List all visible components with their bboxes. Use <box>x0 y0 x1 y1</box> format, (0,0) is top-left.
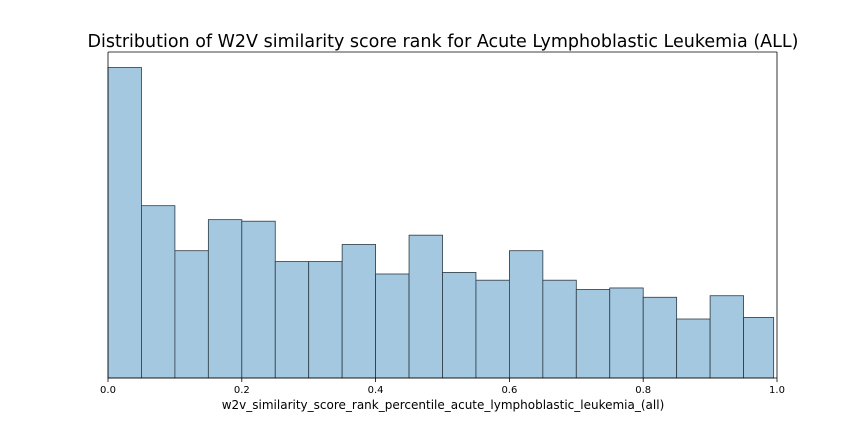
histogram-bar <box>475 279 510 379</box>
chart-title: Distribution of W2V similarity score ran… <box>88 32 799 52</box>
x-tick-label: 1.0 <box>769 385 785 396</box>
x-tick-label: 0.2 <box>234 385 250 396</box>
histogram-bar <box>609 287 644 379</box>
histogram-bar <box>174 250 209 379</box>
histogram-bar <box>743 317 775 379</box>
x-axis-ticks: 0.0 0.2 0.4 0.6 0.8 1.0 <box>100 378 785 396</box>
histogram-bar <box>408 234 443 379</box>
histogram-bar <box>575 289 611 379</box>
histogram-bar <box>542 279 577 379</box>
histogram-bar <box>241 220 276 379</box>
histogram-bar <box>709 295 744 379</box>
x-axis-label: w2v_similarity_score_rank_percentile_acu… <box>222 398 665 412</box>
histogram-bar <box>642 296 678 379</box>
histogram-bar <box>207 219 243 379</box>
histogram-bars <box>107 67 775 379</box>
axes-frame <box>107 51 778 379</box>
histogram-bar <box>375 273 410 379</box>
x-tick-label: 0.4 <box>368 385 384 396</box>
histogram-bar <box>308 261 343 379</box>
histogram-bar <box>274 261 310 379</box>
histogram-bar <box>676 318 711 379</box>
histogram-bar <box>442 272 477 379</box>
x-tick-label: 0.8 <box>635 385 651 396</box>
histogram-bar <box>107 67 142 379</box>
histogram-bar <box>341 244 376 379</box>
histogram-bar <box>141 205 176 379</box>
x-tick-label: 0.6 <box>501 385 517 396</box>
x-tick-label: 0.0 <box>100 385 116 396</box>
histogram-bar <box>508 250 544 379</box>
